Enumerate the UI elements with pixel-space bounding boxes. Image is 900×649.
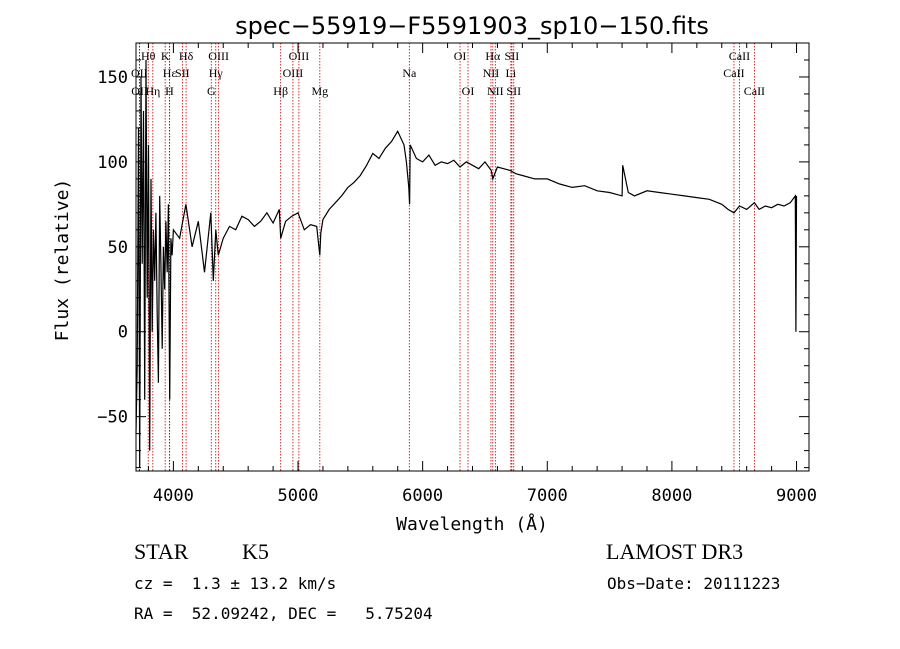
marker-label: Hε bbox=[163, 66, 177, 80]
marker-label: OIII bbox=[289, 49, 310, 63]
marker-label: SII bbox=[505, 49, 520, 63]
survey-name: LAMOST DR3 bbox=[606, 539, 744, 564]
coordinates: RA = 52.09242, DEC = 5.75204 bbox=[134, 604, 433, 623]
x-tick-label: 9000 bbox=[776, 486, 817, 506]
y-tick-label: 0 bbox=[118, 323, 128, 343]
x-tick-label: 8000 bbox=[651, 486, 692, 506]
marker-label: Mg bbox=[311, 84, 328, 98]
spectral-line-markers: HθOIIOIIHηKHHεSIIHδOIIIHγGHβOIIIOIIIMgNa… bbox=[131, 43, 765, 471]
marker-label: Li bbox=[506, 66, 517, 80]
x-axis: 4000 5000 6000 7000 8000 9000 bbox=[147, 43, 817, 506]
marker-label: SII bbox=[506, 84, 521, 98]
marker-label: Hβ bbox=[273, 84, 288, 98]
chart-title: spec−55919−F5591903_sp10−150.fits bbox=[235, 12, 709, 40]
marker-label: OIII bbox=[283, 66, 304, 80]
y-axis: −50 0 50 100 150 bbox=[97, 59, 809, 469]
marker-label: SII bbox=[175, 66, 190, 80]
x-tick-label: 5000 bbox=[278, 486, 319, 506]
x-tick-label: 7000 bbox=[527, 486, 568, 506]
x-tick-label: 4000 bbox=[153, 486, 194, 506]
marker-label: NII bbox=[483, 66, 500, 80]
marker-label: CaII bbox=[729, 49, 750, 63]
x-axis-label: Wavelength (Å) bbox=[396, 513, 548, 535]
redshift-value: cz = 1.3 ± 13.2 km/s bbox=[134, 574, 337, 593]
marker-label: Hα bbox=[485, 49, 501, 63]
plot-frame bbox=[135, 42, 810, 472]
marker-label: OI bbox=[462, 84, 475, 98]
observation-date: Obs−Date: 20111223 bbox=[607, 574, 781, 593]
x-tick-label: 6000 bbox=[402, 486, 443, 506]
marker-label: Hη bbox=[145, 84, 160, 98]
y-tick-label: −50 bbox=[97, 408, 128, 428]
object-class: STAR bbox=[134, 539, 189, 564]
marker-label: OII bbox=[131, 84, 148, 98]
marker-label: OIII bbox=[208, 49, 229, 63]
marker-label: CaII bbox=[723, 66, 744, 80]
marker-label: Hγ bbox=[209, 66, 224, 80]
y-axis-label: Flux (relative) bbox=[52, 179, 73, 342]
marker-label: OI bbox=[454, 49, 467, 63]
flux-series-line bbox=[135, 59, 798, 468]
y-tick-label: 50 bbox=[108, 238, 128, 258]
y-tick-label: 150 bbox=[97, 68, 128, 88]
marker-label: CaII bbox=[744, 84, 765, 98]
y-tick-label: 100 bbox=[97, 153, 128, 173]
marker-label: Hδ bbox=[179, 49, 194, 63]
marker-label: NII bbox=[487, 84, 504, 98]
marker-label: Hθ bbox=[141, 49, 156, 63]
marker-label: G bbox=[207, 84, 216, 98]
object-subclass: K5 bbox=[242, 539, 269, 564]
marker-label: Na bbox=[402, 66, 417, 80]
marker-label: K bbox=[161, 49, 170, 63]
